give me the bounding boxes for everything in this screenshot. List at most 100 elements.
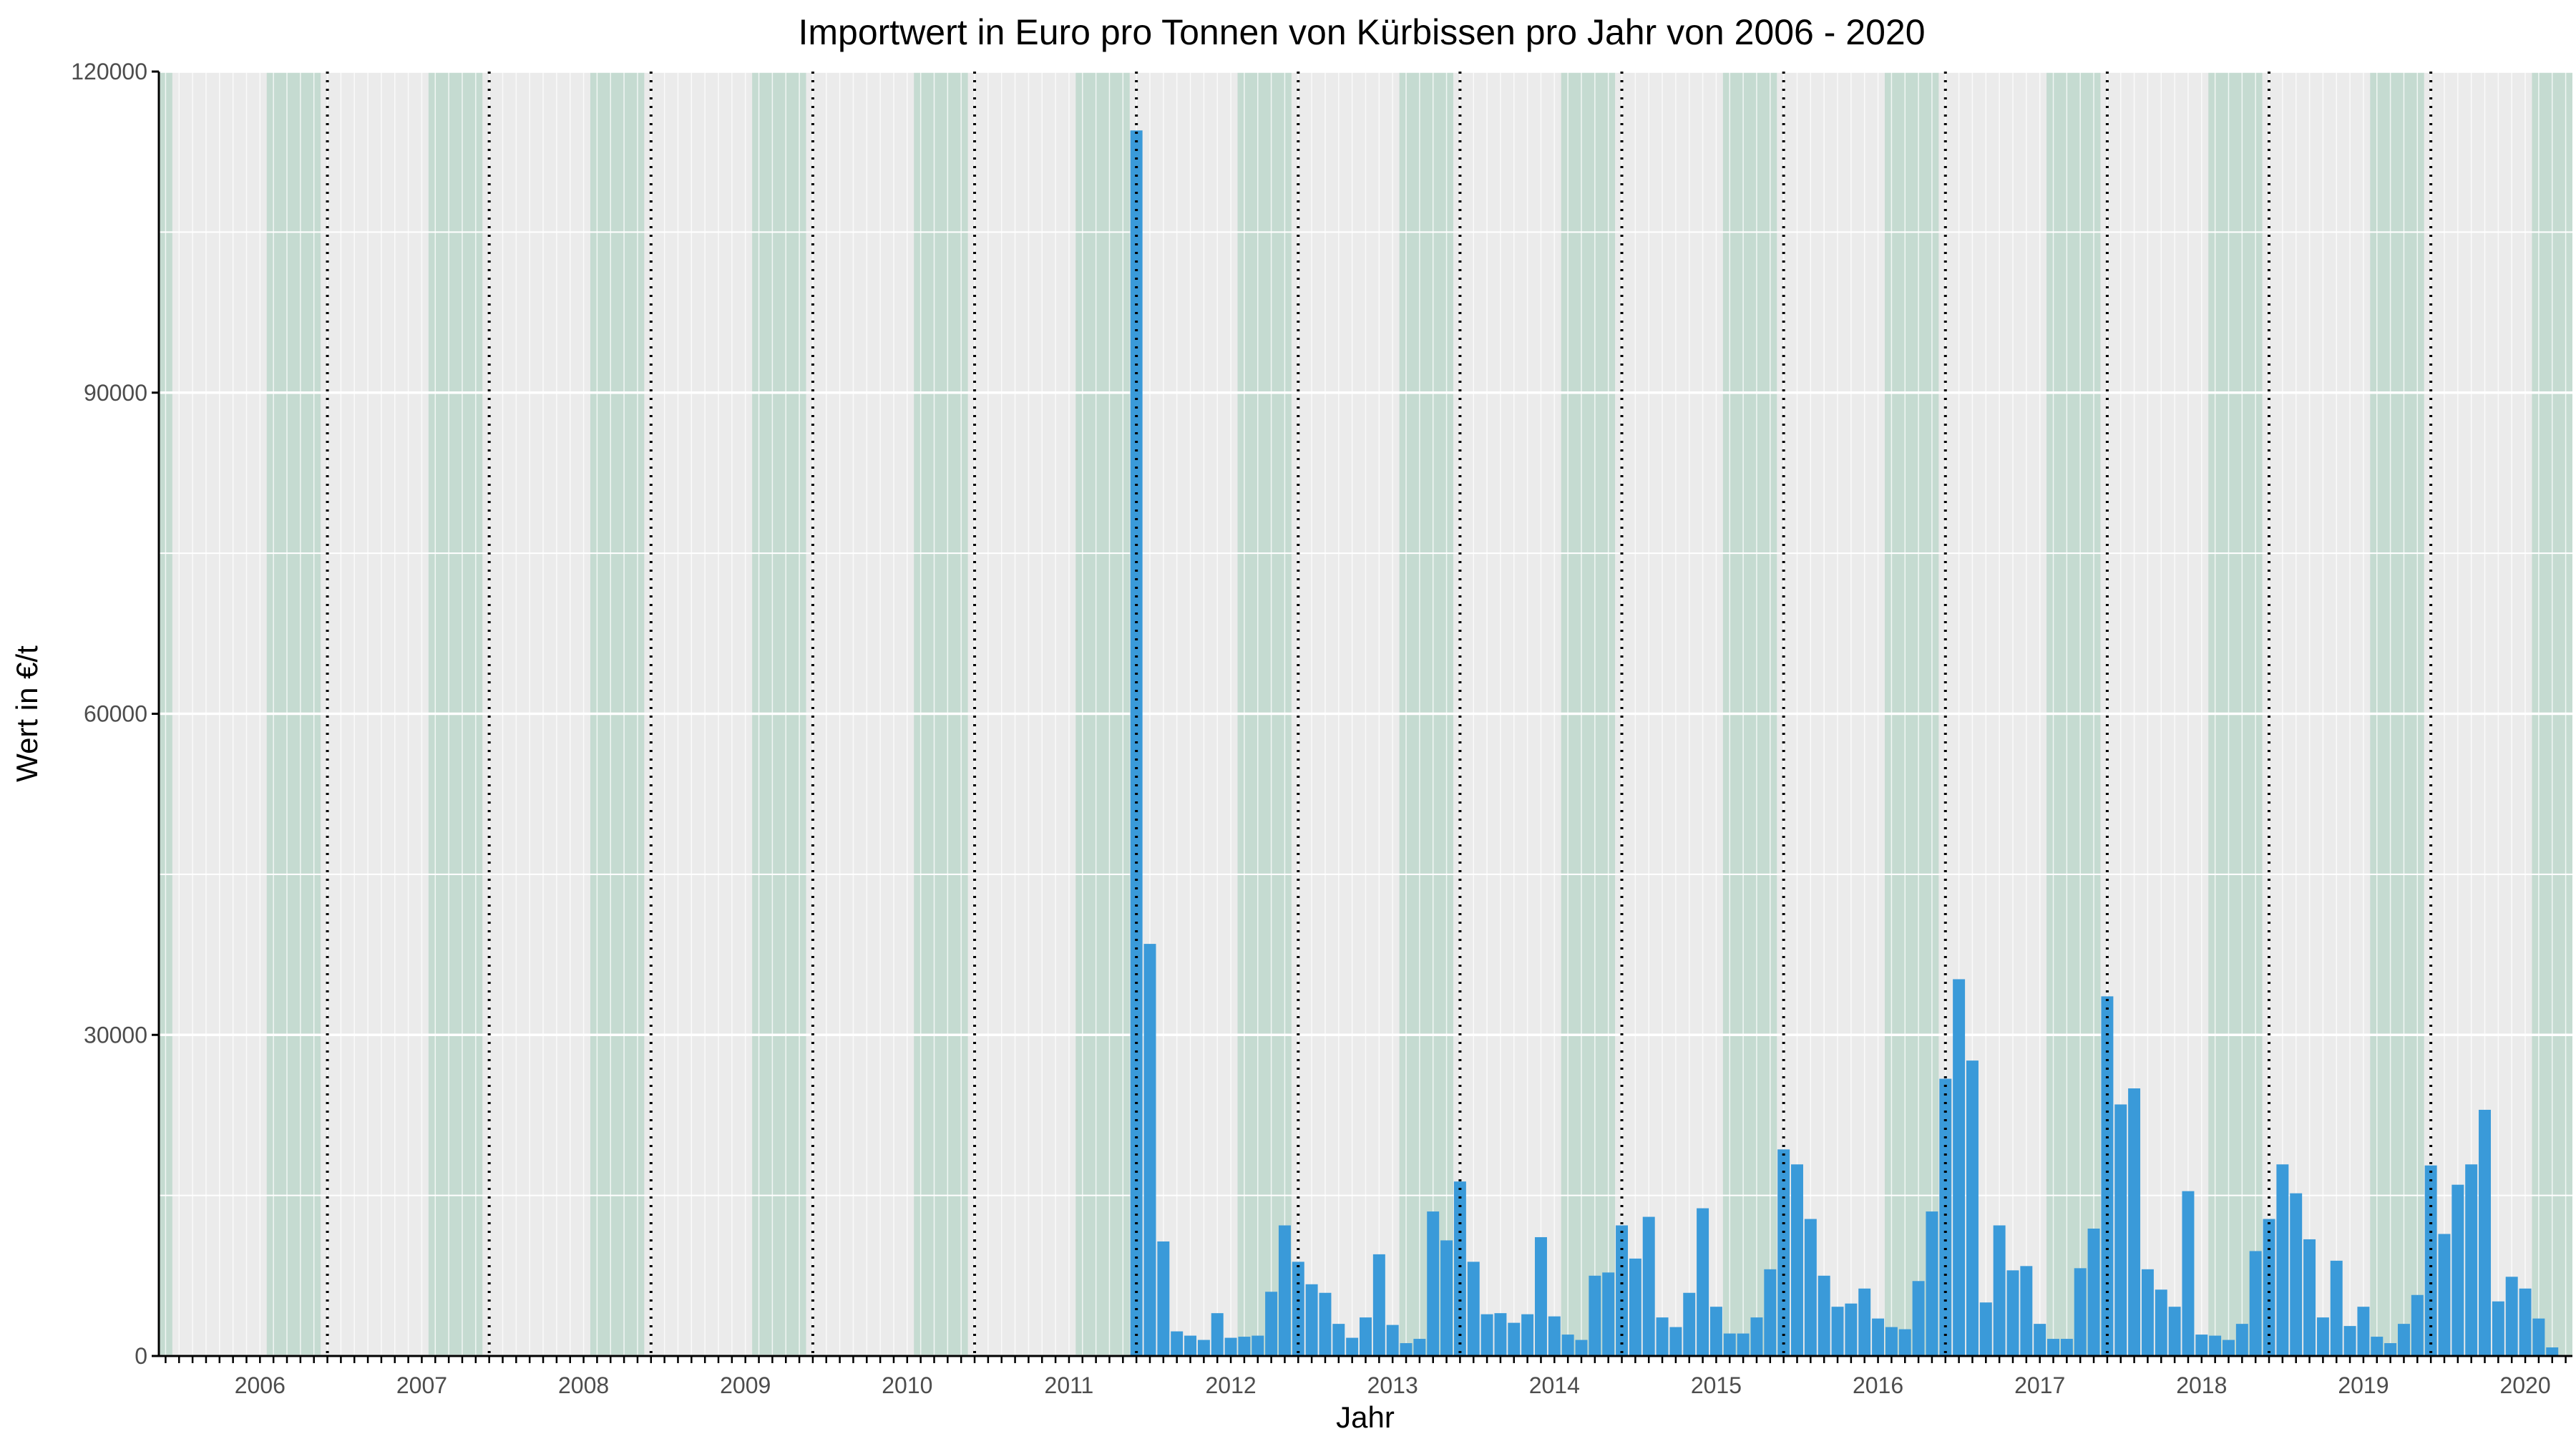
x-tick-label: 2019 bbox=[2338, 1372, 2389, 1398]
bar bbox=[1521, 1314, 1534, 1356]
bar bbox=[2343, 1326, 2356, 1356]
bar bbox=[1723, 1333, 1736, 1356]
bar bbox=[2290, 1193, 2303, 1356]
bar bbox=[1656, 1317, 1669, 1356]
bar bbox=[1939, 1078, 1952, 1356]
x-tick-label: 2016 bbox=[1853, 1372, 1903, 1398]
bar bbox=[1589, 1275, 1601, 1356]
bar bbox=[1993, 1225, 2006, 1356]
bar bbox=[2465, 1164, 2478, 1356]
y-tick-label: 60000 bbox=[84, 701, 147, 727]
bar bbox=[1683, 1292, 1696, 1356]
bar bbox=[1912, 1281, 1925, 1356]
bar bbox=[2384, 1343, 2397, 1356]
bar bbox=[1575, 1340, 1588, 1356]
bar bbox=[2087, 1228, 2100, 1356]
bar bbox=[2532, 1318, 2545, 1356]
bar bbox=[2020, 1266, 2033, 1356]
bar bbox=[1413, 1339, 1426, 1356]
bar bbox=[1885, 1327, 1898, 1356]
bar bbox=[1966, 1060, 1979, 1356]
bar bbox=[2074, 1268, 2087, 1356]
bar bbox=[1764, 1269, 1777, 1356]
bar bbox=[1171, 1331, 1184, 1356]
x-tick-label: 2011 bbox=[1045, 1372, 1094, 1398]
x-tick-label: 2014 bbox=[1529, 1372, 1580, 1398]
bar bbox=[2006, 1270, 2019, 1356]
x-tick-label: 2008 bbox=[558, 1372, 609, 1398]
bar bbox=[1953, 979, 1966, 1356]
bar bbox=[1616, 1225, 1629, 1356]
y-tick-label: 120000 bbox=[71, 59, 147, 84]
bar bbox=[1265, 1292, 1278, 1356]
bar bbox=[1386, 1324, 1399, 1356]
bar bbox=[2492, 1301, 2504, 1356]
bar bbox=[1979, 1302, 1992, 1356]
bar bbox=[1818, 1275, 1830, 1356]
bar bbox=[2195, 1335, 2208, 1356]
bar bbox=[1252, 1335, 1264, 1356]
x-tick-label: 2017 bbox=[2014, 1372, 2065, 1398]
bar bbox=[2060, 1339, 2073, 1356]
bar bbox=[1845, 1303, 1858, 1356]
y-tick-label: 0 bbox=[135, 1343, 147, 1369]
x-ticks: 2006 2007 2008 2009 2010 2011 2012 2013 2014 2015… bbox=[165, 1356, 2567, 1398]
y-axis-title: Wert in €/t bbox=[10, 645, 44, 782]
bar bbox=[2371, 1337, 2384, 1356]
bar bbox=[1602, 1272, 1615, 1356]
bar bbox=[1642, 1216, 1655, 1356]
bar bbox=[1480, 1314, 1493, 1356]
bar bbox=[1709, 1307, 1722, 1356]
bar bbox=[1669, 1327, 1682, 1356]
bar bbox=[1629, 1258, 1641, 1356]
bar bbox=[2438, 1234, 2451, 1356]
bar bbox=[2505, 1277, 2518, 1356]
bar bbox=[2249, 1251, 2262, 1356]
x-tick-label: 2009 bbox=[720, 1372, 771, 1398]
bar bbox=[2397, 1324, 2410, 1356]
bar bbox=[1508, 1322, 1521, 1356]
bar bbox=[1858, 1288, 1871, 1356]
bar bbox=[1278, 1225, 1291, 1356]
y-ticks: 0 30000 60000 90000 120000 bbox=[71, 59, 159, 1369]
x-axis-title: Jahr bbox=[1336, 1400, 1395, 1434]
x-tick-label: 2018 bbox=[2176, 1372, 2227, 1398]
bar bbox=[1737, 1333, 1750, 1356]
bar bbox=[1319, 1292, 1332, 1356]
bar bbox=[1440, 1240, 1453, 1356]
bar bbox=[1791, 1164, 1803, 1356]
bar bbox=[2047, 1339, 2060, 1356]
bar bbox=[2303, 1239, 2316, 1356]
bar bbox=[2357, 1307, 2370, 1356]
bar bbox=[1777, 1149, 1790, 1356]
bar bbox=[1898, 1329, 1911, 1356]
chart-title: Importwert in Euro pro Tonnen von Kürbis… bbox=[799, 12, 1926, 52]
bar bbox=[2276, 1164, 2289, 1356]
bar bbox=[2182, 1191, 2195, 1356]
bar bbox=[2411, 1294, 2424, 1356]
y-tick-label: 90000 bbox=[84, 380, 147, 406]
plot-panel bbox=[159, 70, 2572, 1357]
x-tick-label: 2007 bbox=[396, 1372, 447, 1398]
bar bbox=[2451, 1184, 2464, 1356]
bar bbox=[1804, 1219, 1817, 1356]
bar bbox=[1872, 1318, 1885, 1356]
bars bbox=[1130, 130, 2559, 1356]
bar bbox=[1211, 1313, 1224, 1356]
bar bbox=[2235, 1324, 2248, 1356]
bar bbox=[1305, 1284, 1318, 1356]
bar bbox=[1224, 1337, 1237, 1356]
bar bbox=[1926, 1211, 1938, 1356]
bar bbox=[1831, 1307, 1844, 1356]
bar bbox=[1197, 1340, 1210, 1356]
bar bbox=[1157, 1241, 1170, 1356]
bar bbox=[2168, 1307, 2181, 1356]
bar bbox=[2101, 996, 2114, 1356]
x-tick-label: 2012 bbox=[1205, 1372, 1256, 1398]
bar bbox=[2330, 1260, 2343, 1356]
bar bbox=[1453, 1181, 1466, 1356]
bar bbox=[1360, 1317, 1372, 1356]
bar bbox=[2128, 1088, 2141, 1356]
